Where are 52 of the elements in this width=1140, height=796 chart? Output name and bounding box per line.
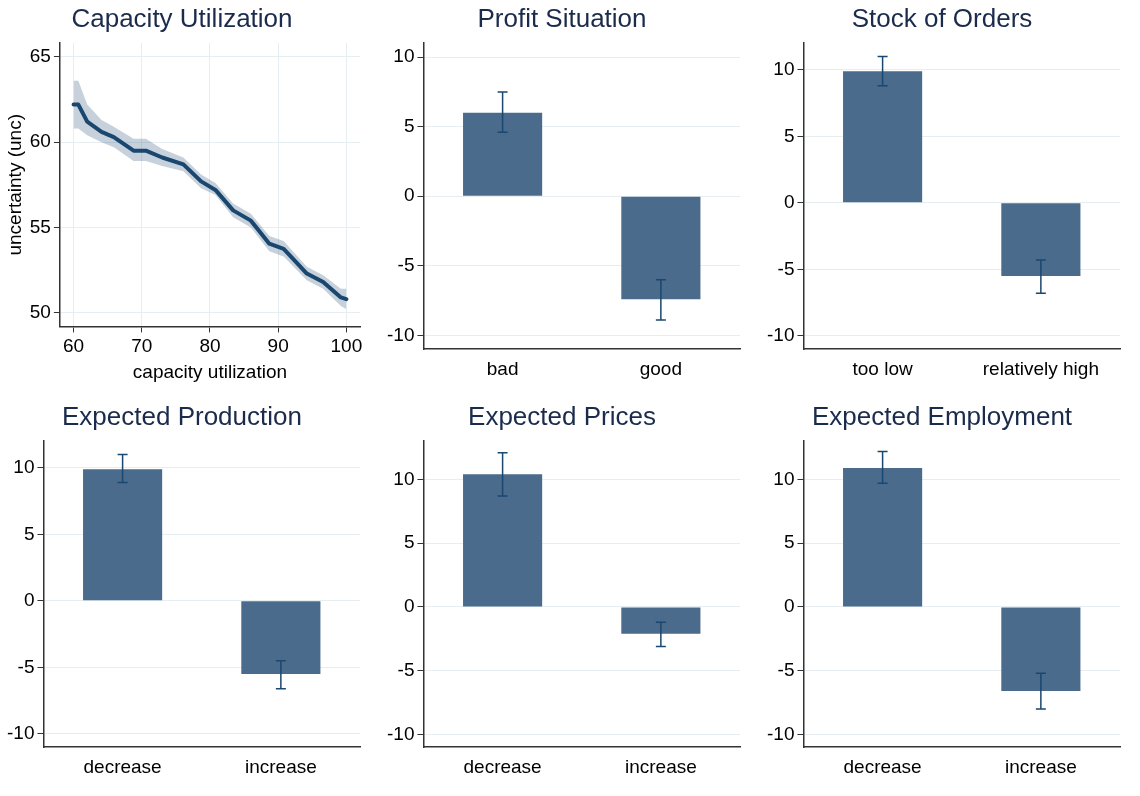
y-tick-label: -5	[777, 257, 795, 279]
y-tick-label: -10	[386, 722, 415, 744]
y-tick-label: -10	[386, 323, 415, 345]
x-tick-label: bad	[486, 357, 519, 379]
y-tick-label: 10	[393, 45, 415, 67]
x-tick-label: good	[639, 357, 683, 379]
y-tick-label: 5	[403, 114, 415, 136]
x-tick-label: 70	[131, 335, 153, 357]
y-tick-label: 55	[29, 215, 51, 237]
x-tick-label: decrease	[463, 755, 542, 777]
y-tick-label: -5	[17, 655, 35, 677]
y-tick-label: -5	[397, 253, 415, 275]
x-tick-label: increase	[624, 755, 697, 777]
x-tick-label: 60	[63, 335, 85, 357]
chart-title: Expected Employment	[811, 400, 1073, 431]
chart-title: Profit Situation	[477, 2, 647, 33]
x-axis-title: capacity utilization	[132, 360, 288, 382]
x-tick-label: 90	[267, 335, 289, 357]
y-tick-label: 5	[23, 522, 35, 544]
y-tick-label: 65	[29, 45, 51, 67]
x-tick-label: increase	[1004, 755, 1077, 777]
y-tick-label: 5	[783, 124, 795, 146]
chart-title: Stock of Orders	[851, 2, 1033, 33]
y-tick-label: 5	[403, 531, 415, 553]
x-tick-label: too low	[852, 357, 913, 379]
x-tick-label: decrease	[83, 755, 162, 777]
y-tick-label: 50	[29, 300, 51, 322]
y-tick-label: -5	[397, 658, 415, 680]
y-tick-label: 10	[773, 58, 795, 80]
y-tick-label: 0	[783, 595, 795, 617]
chart-title: Expected Production	[62, 400, 302, 431]
x-tick-label: relatively high	[982, 357, 1099, 379]
y-tick-label: 10	[393, 467, 415, 489]
x-tick-label: increase	[244, 755, 317, 777]
y-tick-label: 0	[403, 184, 415, 206]
y-tick-label: 0	[23, 589, 35, 611]
x-tick-label: 80	[199, 335, 221, 357]
y-tick-label: -10	[766, 324, 795, 346]
y-tick-label: -10	[6, 722, 35, 744]
y-tick-label: -10	[766, 722, 795, 744]
chart-title: Expected Prices	[468, 400, 656, 431]
y-tick-label: 10	[773, 467, 795, 489]
chart-title: Capacity Utilization	[71, 2, 293, 33]
y-tick-label: 0	[403, 595, 415, 617]
y-tick-label: 5	[783, 531, 795, 553]
y-axis-title: uncertainty (unc)	[3, 114, 25, 256]
x-tick-label: 100	[330, 335, 363, 357]
y-tick-label: 10	[13, 456, 35, 478]
y-tick-label: -5	[777, 658, 795, 680]
y-tick-label: 60	[29, 130, 51, 152]
y-tick-label: 0	[783, 191, 795, 213]
x-tick-label: decrease	[843, 755, 922, 777]
